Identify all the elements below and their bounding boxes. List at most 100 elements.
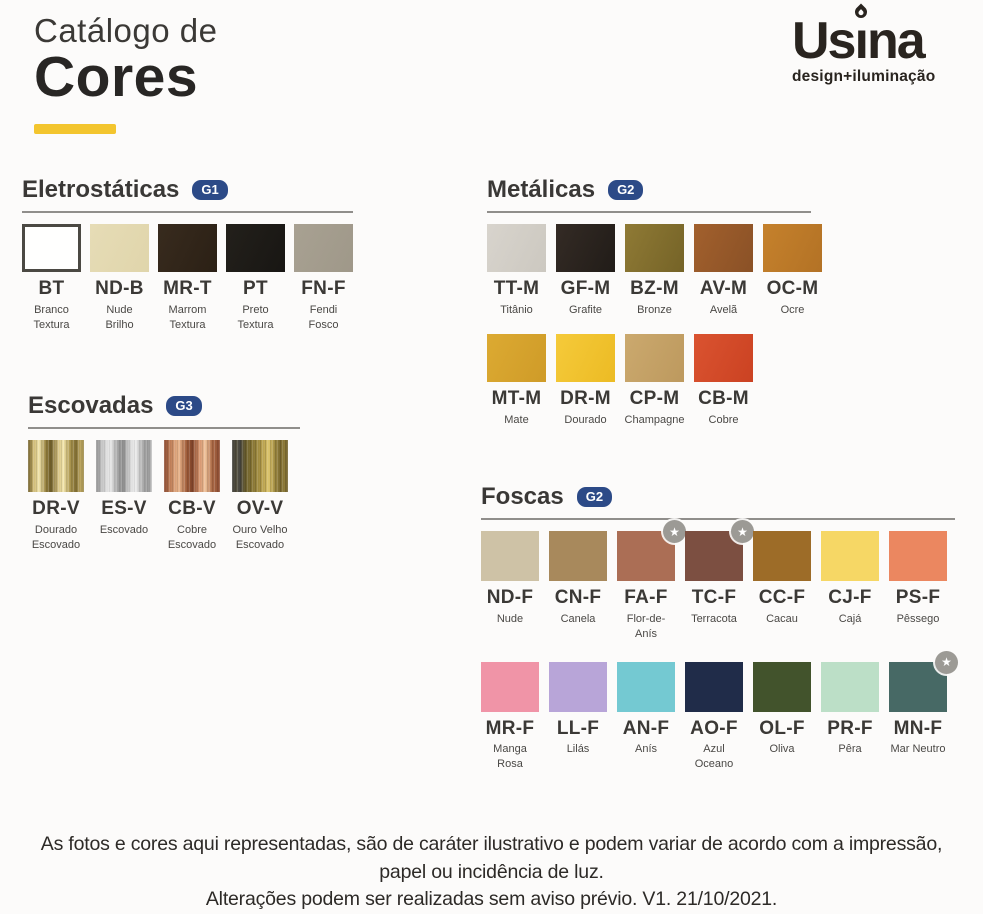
swatch-code: AV-M: [699, 278, 748, 299]
group-badge: G2: [608, 179, 644, 201]
swatch-fa-f: ★: [617, 520, 686, 581]
color-swatch-item: AO-F Azul Oceano: [685, 661, 743, 773]
color-swatch-item: ★ FA-F Flor-de-Anís: [617, 520, 686, 642]
color-swatch-item: AN-F Anís: [617, 661, 675, 773]
swatch-an-f: [617, 661, 675, 712]
section-metalicas: Metálicas G2 TT-M Titânio GF-M Grafite BZ-M B…: [487, 176, 822, 428]
disclaimer-line1: As fotos e cores aqui representadas, são…: [40, 833, 943, 855]
accent-underline: [34, 124, 116, 134]
swatch-ov-v: [232, 440, 288, 492]
divider: [487, 211, 811, 213]
swatch-code: ES-V: [101, 498, 147, 519]
swatch-code: CB-V: [168, 498, 216, 519]
swatch-row: DR-V Dourado Escovado ES-V Escovado CB-V Cobr…: [28, 440, 300, 553]
swatch-ps-f: [889, 531, 947, 581]
color-swatch-item: TT-M Titânio: [487, 224, 546, 318]
group-badge: G1: [192, 179, 228, 201]
swatch-row: TT-M Titânio GF-M Grafite BZ-M Bronze AV-M Avel…: [487, 224, 822, 318]
swatch-name: Cajá: [838, 612, 862, 625]
swatch-code: CJ-F: [828, 587, 872, 608]
swatch-name: Pêssego: [896, 612, 940, 625]
logo-text-post: na: [866, 12, 926, 70]
swatch-code: ND-F: [486, 587, 534, 608]
swatch-code: AO-F: [690, 717, 738, 739]
logo-letter-i: ı: [852, 3, 870, 69]
section-header: Foscas G2: [481, 483, 955, 511]
swatch-name: Escovado: [99, 523, 149, 536]
swatch-grid: TT-M Titânio GF-M Grafite BZ-M Bronze AV-M Avel…: [487, 224, 822, 428]
section-header: Metálicas G2: [487, 176, 811, 204]
swatch-nd-f: [481, 531, 539, 581]
swatch-name: Nude Brilho: [105, 303, 134, 331]
swatch-name: Preto Textura: [237, 303, 274, 331]
swatch-code: ND-B: [95, 278, 144, 299]
swatch-name: Cacau: [766, 612, 798, 625]
color-swatch-item: BT Branco Textura: [22, 224, 81, 333]
color-swatch-item: DR-V Dourado Escovado: [28, 440, 84, 553]
swatch-cp-m: [625, 333, 684, 382]
swatch-av-m: [694, 224, 753, 272]
color-swatch-item: CN-F Canela: [549, 531, 607, 642]
color-swatch-item: CB-M Cobre: [694, 333, 753, 428]
page-title-line1: Catálogo de: [34, 12, 218, 49]
page-title: Catálogo de Cores: [34, 12, 217, 134]
color-swatch-item: CP-M Champagne: [625, 333, 684, 428]
section-foscas: Foscas G2 ND-F Nude CN-F Canela ★ FA-F Flor-de…: [481, 483, 958, 773]
disclaimer-line2: papel ou incidência de luz.: [379, 860, 604, 883]
swatch-name: Anís: [634, 743, 657, 756]
swatch-name: Branco Textura: [33, 303, 70, 331]
swatch-grid: ND-F Nude CN-F Canela ★ FA-F Flor-de-Anís ★ TC-F…: [481, 520, 958, 773]
color-swatch-item: OV-V Ouro Velho Escovado: [232, 440, 288, 553]
swatch-row: MT-M Mate DR-M Dourado CP-M Champagne CB-M Cobr…: [487, 333, 811, 428]
swatch-name: Canela: [560, 612, 596, 625]
swatch-mn-f: ★: [889, 650, 958, 712]
swatch-name: Dourado: [564, 413, 607, 426]
swatch-mt-m: [487, 333, 546, 382]
swatch-code: CC-F: [758, 587, 806, 608]
swatch-name: Cobre: [708, 413, 739, 426]
color-swatch-item: DR-M Dourado: [556, 333, 615, 428]
color-swatch-item: ★ TC-F Terracota: [685, 520, 754, 642]
section-header: Eletrostáticas G1: [22, 176, 353, 204]
swatch-code: MR-T: [163, 278, 212, 299]
swatch-dr-v: [28, 440, 84, 492]
color-swatch-item: CJ-F Cajá: [821, 531, 879, 642]
swatch-code: OC-M: [766, 278, 819, 299]
swatch-name: Nude: [496, 612, 524, 625]
disclaimer-line3: Alterações podem ser realizadas sem avis…: [205, 888, 778, 911]
swatch-nd-b: [90, 224, 149, 272]
swatch-row: BT Branco Textura ND-B Nude Brilho MR-T Marro…: [22, 224, 353, 333]
swatch-name: Pêra: [838, 743, 862, 756]
swatch-grid: DR-V Dourado Escovado ES-V Escovado CB-V Cobr…: [28, 440, 300, 553]
swatch-code: CB-M: [698, 387, 749, 409]
swatch-dr-m: [556, 333, 615, 382]
swatch-cb-v: [164, 440, 220, 492]
swatch-code: OV-V: [236, 498, 284, 519]
section-header: Escovadas G3: [28, 392, 300, 420]
group-badge: G3: [166, 395, 202, 417]
swatch-name: Manga Rosa: [493, 743, 527, 771]
swatch-name: Ocre: [780, 303, 805, 316]
swatch-code: PS-F: [895, 587, 941, 608]
divider: [28, 427, 300, 429]
swatch-bt: [22, 224, 81, 272]
section-title: Escovadas: [28, 392, 154, 419]
divider: [481, 518, 955, 520]
swatch-tt-m: [487, 224, 546, 272]
color-swatch-item: CC-F Cacau: [753, 531, 811, 642]
swatch-name: Marrom Textura: [168, 303, 207, 331]
color-swatch-item: MR-T Marrom Textura: [158, 224, 217, 333]
logo-text-pre: Us: [792, 12, 857, 70]
swatch-bz-m: [625, 224, 684, 272]
swatch-code: AN-F: [622, 717, 670, 739]
swatch-ol-f: [753, 661, 811, 712]
swatch-name: Avelã: [709, 303, 738, 316]
swatch-row: MR-F Manga Rosa LL-F Lilás AN-F Anís AO-F Azul …: [481, 650, 958, 773]
swatch-code: TC-F: [691, 587, 737, 608]
swatch-name: Terracota: [691, 612, 737, 625]
page-title-line2: Cores: [34, 45, 199, 109]
swatch-code: FA-F: [624, 587, 668, 608]
color-swatch-item: OC-M Ocre: [763, 224, 822, 318]
disclaimer: As fotos e cores aqui representadas, são…: [0, 831, 983, 914]
swatch-name: Mate: [504, 413, 529, 426]
